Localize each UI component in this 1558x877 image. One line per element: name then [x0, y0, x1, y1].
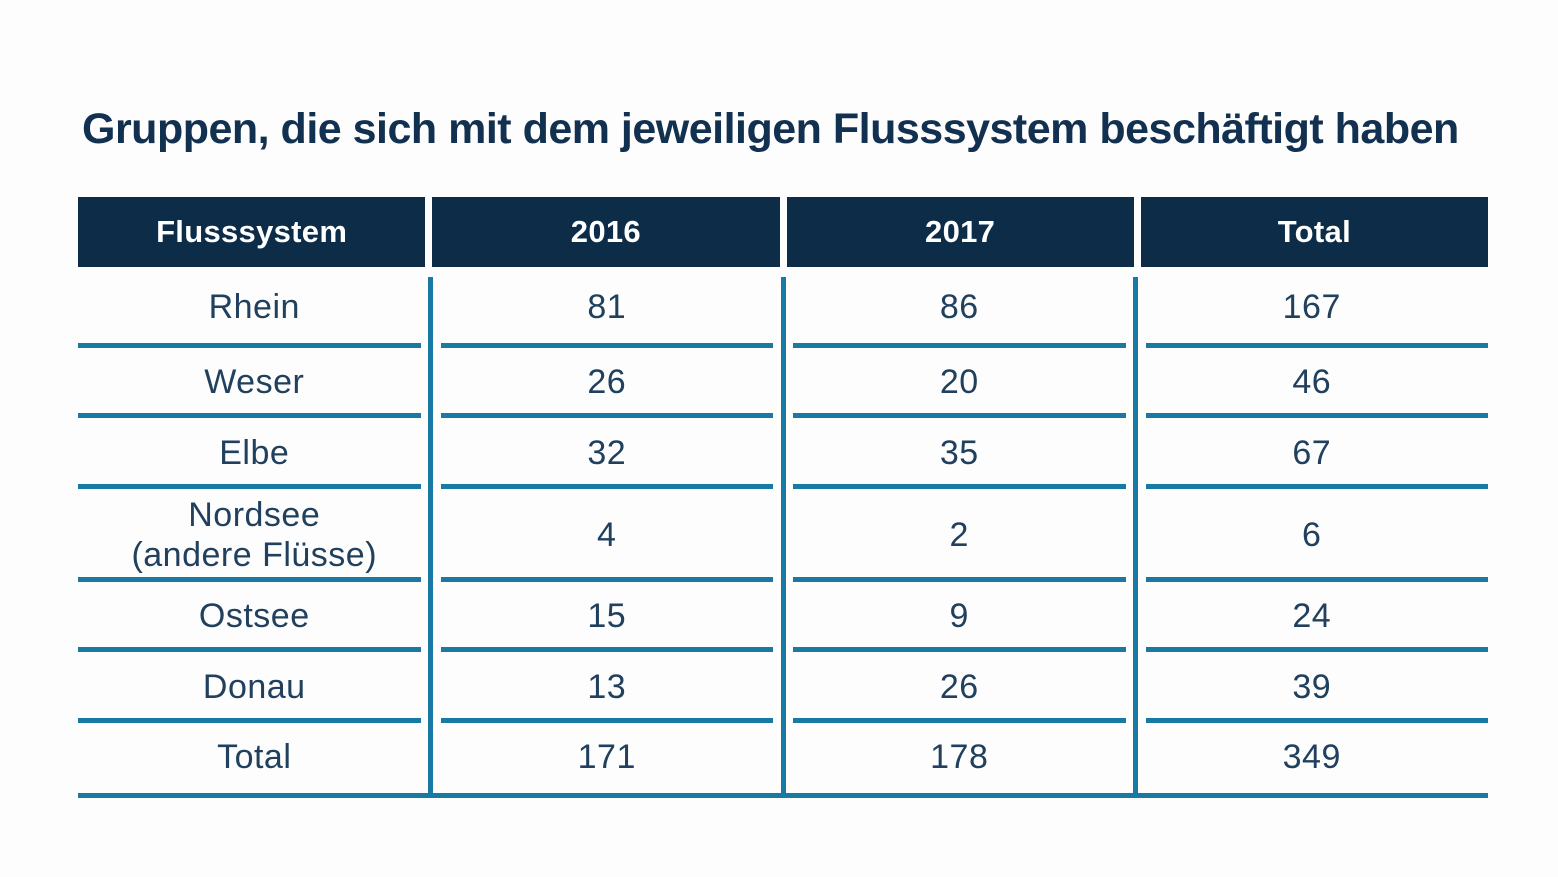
table-header-row: Flusssystem 2016 2017 Total: [78, 197, 1488, 267]
cell-value: 349: [1282, 738, 1341, 777]
row-label: Donau: [78, 652, 431, 723]
cell-value: 20: [783, 348, 1136, 418]
page-title: Gruppen, die sich mit dem jeweiligen Flu…: [82, 105, 1459, 153]
flusssystem-table: Flusssystem 2016 2017 Total Rhein 81 86 …: [78, 197, 1488, 798]
cell-value: 171: [577, 738, 636, 777]
table-body: Rhein 81 86 167 Weser 26 20 46 Elbe 32 3…: [78, 267, 1488, 798]
column-separator-line: [780, 277, 786, 793]
table-row-elbe: Elbe 32 35 67: [78, 418, 1488, 489]
cell-value: 9: [783, 582, 1136, 652]
cell-value: 46: [1136, 348, 1489, 418]
cell-value: 6: [1136, 489, 1489, 582]
row-label: Ostsee: [78, 582, 431, 652]
table-row-nordsee: Nordsee (andere Flüsse) 4 2 6: [78, 489, 1488, 582]
row-label: Total: [217, 738, 292, 777]
column-header-2017: 2017: [786, 197, 1134, 267]
table-row-total: Total 171 178 349: [78, 723, 1488, 793]
row-label: Elbe: [78, 418, 431, 489]
table-row-rhein: Rhein 81 86 167: [78, 267, 1488, 348]
table-row-weser: Weser 26 20 46: [78, 348, 1488, 418]
table-row-donau: Donau 13 26 39: [78, 652, 1488, 723]
cell-value: 15: [431, 582, 784, 652]
cell-value: 24: [1136, 582, 1489, 652]
table-bottom-rule: [78, 793, 1488, 798]
cell-value: 39: [1136, 652, 1489, 723]
cell-value: 4: [431, 489, 784, 582]
row-label: Weser: [78, 348, 431, 418]
table-row-ostsee: Ostsee 15 9 24: [78, 582, 1488, 652]
cell-value: 167: [1136, 267, 1489, 348]
row-label: Rhein: [78, 267, 431, 348]
column-header-total: Total: [1140, 197, 1488, 267]
row-label: Nordsee (andere Flüsse): [78, 489, 431, 582]
cell-value: 2: [783, 489, 1136, 582]
cell-value: 81: [431, 267, 784, 348]
column-separator-line: [1133, 277, 1138, 793]
cell-value: 26: [431, 348, 784, 418]
cell-value: 13: [431, 652, 784, 723]
cell-value: 35: [783, 418, 1136, 489]
column-separator-line: [428, 277, 433, 793]
column-header-flusssystem: Flusssystem: [78, 197, 426, 267]
cell-value: 32: [431, 418, 784, 489]
cell-value: 26: [783, 652, 1136, 723]
cell-value: 67: [1136, 418, 1489, 489]
cell-value: 178: [930, 738, 989, 777]
cell-value: 86: [783, 267, 1136, 348]
column-header-2016: 2016: [432, 197, 780, 267]
